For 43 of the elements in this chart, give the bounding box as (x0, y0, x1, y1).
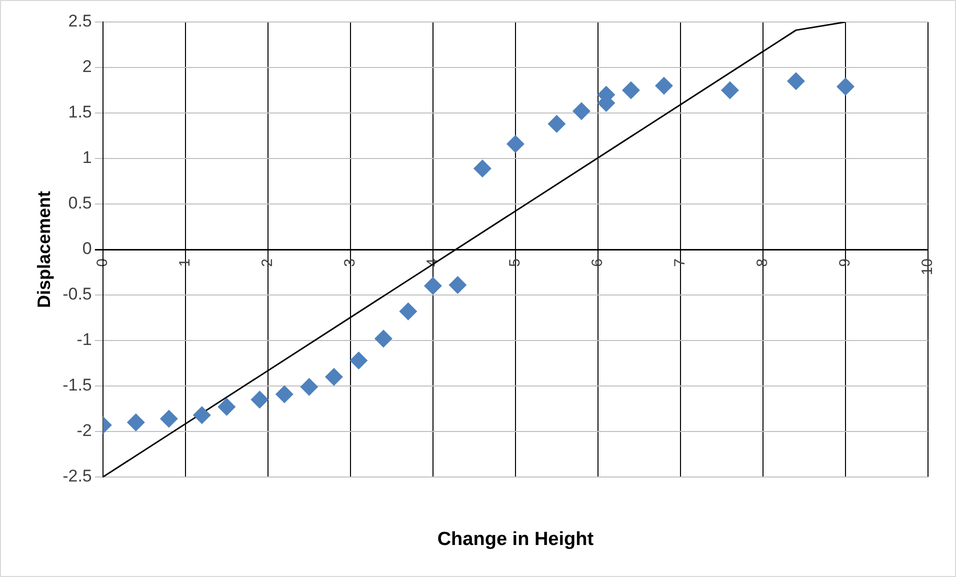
point (300, 378, 318, 396)
x-tick-label: 2 (259, 258, 276, 267)
y-tick-label: 0.5 (68, 194, 92, 213)
x-tick-label: 3 (342, 258, 359, 267)
point (448, 276, 467, 294)
x-tick-label: 1 (176, 258, 194, 267)
x-axis-title: Change in Height (437, 529, 594, 550)
point (654, 76, 673, 95)
y-tick-label: 2 (82, 57, 92, 76)
point (324, 368, 343, 386)
y-tick-label: 1 (82, 148, 92, 168)
point (836, 78, 854, 96)
point (720, 81, 739, 100)
y-tick-label: -2 (76, 421, 92, 440)
x-tick-label: 9 (836, 258, 854, 267)
y-tick-label: -0.5 (62, 284, 92, 304)
point (622, 81, 640, 100)
point (126, 413, 145, 432)
point (473, 160, 492, 178)
point (786, 72, 805, 90)
y-tick-label: -1 (76, 330, 92, 350)
point (250, 390, 269, 409)
y-tick-label: -1.5 (62, 376, 92, 395)
y-tick-label: 1.5 (68, 102, 92, 122)
point (218, 398, 236, 416)
y-tick-label: 2.5 (68, 12, 92, 31)
point (572, 102, 590, 120)
x-tick-label: 5 (506, 258, 524, 267)
point (374, 330, 392, 348)
x-tick-label: 6 (589, 258, 606, 267)
point (275, 385, 294, 404)
y-tick-label: -2.5 (62, 466, 92, 486)
point (160, 410, 178, 428)
x-tick-label: 8 (754, 258, 772, 267)
x-tick-label: 10 (919, 258, 936, 276)
point (192, 406, 211, 424)
point (350, 352, 368, 370)
x-tick-label: 7 (672, 258, 689, 267)
point (506, 134, 524, 153)
point (424, 276, 442, 295)
y-axis-title: Displacement (34, 190, 54, 308)
point (399, 302, 418, 320)
point (548, 114, 566, 133)
